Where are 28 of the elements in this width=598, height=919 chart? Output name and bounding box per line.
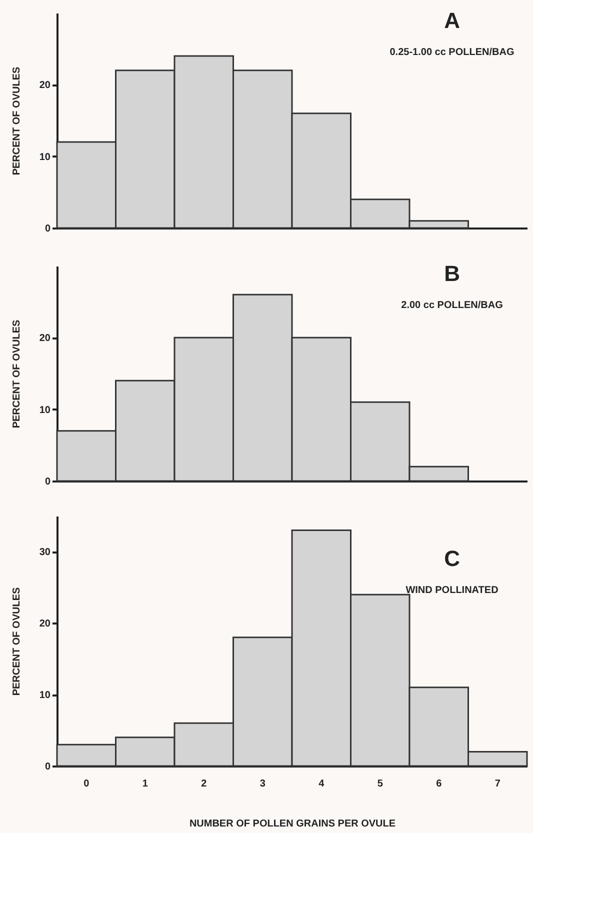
x-tick-label: 4 <box>318 778 325 790</box>
y-tick-label: 10 <box>39 152 51 163</box>
y-tick-label: 20 <box>39 618 51 630</box>
y-tick-label: 0 <box>44 476 51 488</box>
x-tick-label: 0 <box>84 778 90 790</box>
chart-title: A <box>444 8 460 33</box>
x-tick-label: 1 <box>142 778 148 790</box>
y-tick-label: 30 <box>39 547 51 558</box>
x-tick-label: 5 <box>377 778 384 790</box>
x-axis-title: NUMBER OF POLLEN GRAINS PER OVULE <box>189 818 396 830</box>
x-tick-label: 3 <box>260 778 266 790</box>
y-axis-title: PERCENT OF OVULES <box>11 320 22 428</box>
y-axis-title: PERCENT OF OVULES <box>11 66 22 176</box>
y-tick-label: 0 <box>44 762 51 772</box>
y-tick-label: 10 <box>39 690 51 702</box>
chart-title: B <box>444 261 460 286</box>
text: WIND POLLINATED <box>406 585 498 596</box>
x-tick-label: 2 <box>201 778 208 790</box>
y-tick-label: 0 <box>44 224 51 234</box>
x-tick-label: 6 <box>436 778 442 790</box>
y-tick-label: 20 <box>39 333 51 344</box>
text: C <box>444 546 460 571</box>
y-tick-label: 20 <box>39 80 51 92</box>
x-tick-label: 7 <box>494 778 501 790</box>
text: 0.25-1.00 cc POLLEN/BAG <box>390 47 514 58</box>
text: 2.00 cc POLLEN/BAG <box>401 300 504 311</box>
y-axis-title: PERCENT OF OVULES <box>11 587 22 696</box>
y-tick-label: 10 <box>39 404 51 416</box>
